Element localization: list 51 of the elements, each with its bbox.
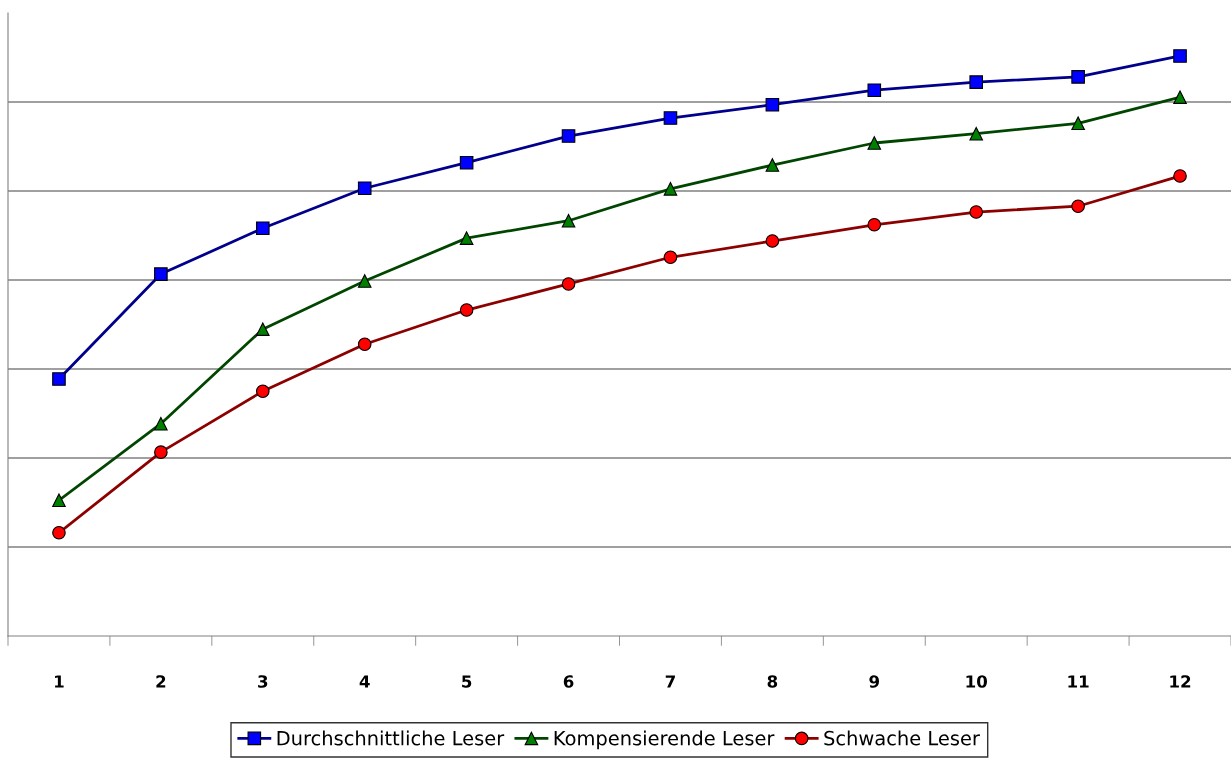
legend-label: Schwache Leser bbox=[824, 730, 980, 746]
point bbox=[459, 303, 474, 317]
x-tick-label: 7 bbox=[665, 675, 675, 688]
point bbox=[154, 267, 168, 281]
x-tick-label: 9 bbox=[869, 675, 880, 688]
point bbox=[867, 217, 882, 232]
point bbox=[561, 277, 576, 291]
x-tick-label: 12 bbox=[1170, 675, 1191, 688]
point bbox=[1173, 90, 1187, 104]
point bbox=[52, 525, 66, 540]
point bbox=[663, 182, 678, 196]
point bbox=[255, 221, 270, 236]
point bbox=[867, 136, 882, 150]
x-tick-label: 3 bbox=[258, 675, 268, 688]
x-tick-label: 2 bbox=[156, 675, 166, 688]
point bbox=[1173, 49, 1187, 63]
point bbox=[52, 493, 66, 508]
point bbox=[765, 158, 780, 172]
legend-label: Durchschnittliche Leser bbox=[277, 730, 505, 746]
point bbox=[663, 111, 678, 125]
point bbox=[765, 97, 780, 112]
point bbox=[1071, 70, 1085, 84]
x-tick-label: 5 bbox=[462, 675, 472, 688]
legend-label: Kompensierende Leser bbox=[554, 730, 775, 750]
point bbox=[969, 126, 984, 141]
x-tick-label: 8 bbox=[767, 675, 778, 688]
point bbox=[459, 155, 474, 170]
point bbox=[154, 416, 168, 431]
x-tick-label: 11 bbox=[1068, 675, 1089, 688]
point bbox=[459, 231, 474, 245]
point bbox=[663, 250, 678, 265]
point bbox=[561, 213, 576, 228]
x-tick-label: 6 bbox=[563, 675, 574, 688]
point bbox=[255, 384, 270, 399]
point bbox=[255, 322, 270, 336]
point bbox=[1071, 199, 1085, 214]
point bbox=[561, 129, 576, 143]
point bbox=[357, 337, 372, 352]
point bbox=[867, 83, 882, 98]
x-tick-label: 1 bbox=[55, 675, 64, 688]
point bbox=[52, 372, 66, 386]
point bbox=[969, 75, 984, 89]
x-tick-label: 10 bbox=[966, 675, 988, 688]
point bbox=[1071, 116, 1085, 131]
point bbox=[357, 274, 372, 288]
point bbox=[969, 205, 984, 219]
point bbox=[1173, 169, 1187, 183]
x-tick-label: 4 bbox=[359, 675, 370, 688]
point bbox=[357, 181, 372, 196]
point bbox=[765, 234, 780, 248]
point bbox=[154, 445, 168, 459]
